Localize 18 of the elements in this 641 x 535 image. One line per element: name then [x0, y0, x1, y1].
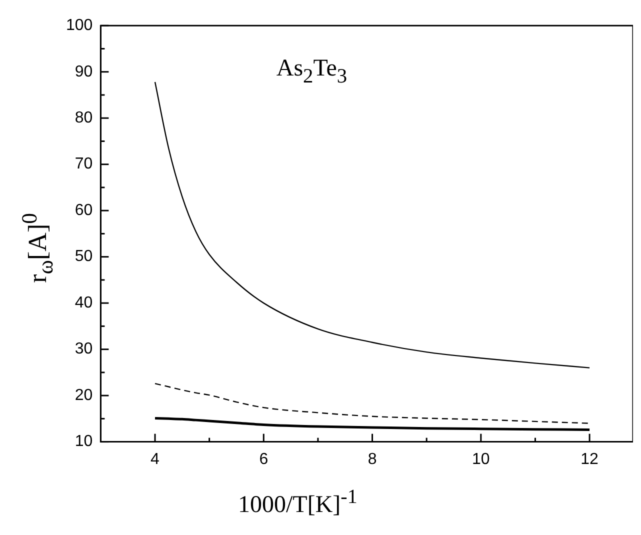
x-tick-label: 6	[259, 450, 268, 468]
y-tick-label: 80	[74, 109, 93, 126]
y-tick-label: 60	[74, 202, 93, 219]
line-series	[154, 81, 590, 368]
x-tick-label: 10	[472, 450, 490, 468]
y-tick-label: 40	[74, 294, 93, 312]
line-series	[154, 382, 590, 424]
y-tick-label: 20	[74, 386, 93, 404]
y-tick-label: 70	[74, 156, 93, 173]
y-tick-label: 100	[66, 17, 93, 34]
x-tick-label: 12	[580, 450, 599, 468]
x-tick-label: 4	[150, 450, 160, 468]
y-tick-label: 10	[74, 433, 93, 450]
y-tick-label: 30	[74, 340, 93, 358]
y-tick-label: 90	[74, 63, 93, 80]
y-tick-label: 50	[74, 248, 93, 266]
x-tick-label: 8	[368, 450, 377, 468]
x-axis-title: 1000/T[K]$^{-1}$	[238, 486, 358, 519]
